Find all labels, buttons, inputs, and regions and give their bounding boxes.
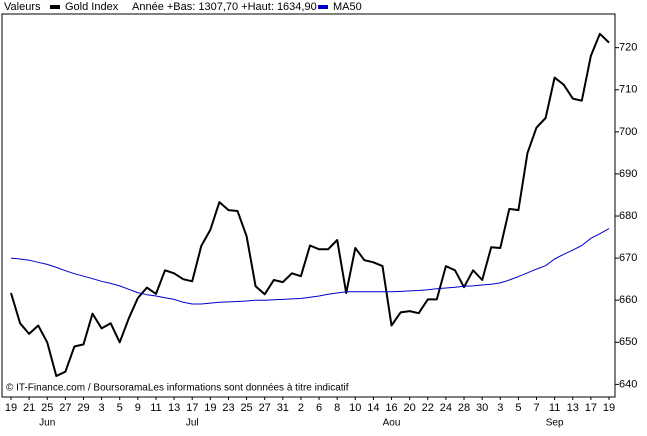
y-tick-label: 650 — [619, 336, 637, 348]
x-tick-label: 19 — [204, 402, 216, 414]
subtitle: Année +Bas: 1307,70 +Haut: 1634,90 — [132, 1, 317, 13]
x-tick-label: 8 — [334, 402, 340, 414]
x-tick-label: 28 — [458, 402, 470, 414]
x-tick-label: 20 — [404, 402, 416, 414]
x-tick-label: 29 — [77, 402, 89, 414]
x-tick-label: 24 — [440, 402, 452, 414]
x-tick-label: 27 — [259, 402, 271, 414]
x-tick-label: 14 — [367, 402, 379, 414]
x-tick-label: 17 — [585, 402, 597, 414]
x-tick-label: 7 — [533, 402, 539, 414]
y-tick-label: 640 — [619, 378, 637, 390]
x-tick-label: 17 — [186, 402, 198, 414]
x-tick-label: 31 — [277, 402, 289, 414]
y-tick-label: 710 — [619, 84, 637, 96]
month-label: Jul — [186, 418, 199, 429]
x-tick-label: 3 — [497, 402, 503, 414]
legend-label: MA50 — [333, 1, 362, 13]
x-tick-label: 5 — [117, 402, 123, 414]
month-label: Aou — [383, 418, 401, 429]
y-tick-label: 720 — [619, 42, 637, 54]
legend-swatch — [318, 5, 328, 9]
y-tick-label: 660 — [619, 294, 637, 306]
series-line — [10, 32, 610, 377]
x-tick-label: 25 — [240, 402, 252, 414]
x-tick-label: 9 — [135, 402, 141, 414]
x-tick-label: 11 — [549, 402, 560, 414]
y-tick-label: 700 — [619, 126, 637, 138]
x-tick-label: 10 — [349, 402, 361, 414]
month-label: Jun — [39, 418, 55, 429]
y-tick-label: 690 — [619, 168, 637, 180]
plot-frame — [1, 13, 616, 398]
x-tick-label: 19 — [5, 402, 17, 414]
x-tick-label: 3 — [99, 402, 105, 414]
x-tick-label: 27 — [59, 402, 71, 414]
x-tick-label: 13 — [567, 402, 579, 414]
y-tick-label: 670 — [619, 252, 637, 264]
x-tick-label: 21 — [23, 402, 35, 414]
footer: © IT-Finance.com / BoursoramaLes informa… — [6, 383, 349, 394]
legend-label: Gold Index — [65, 1, 119, 13]
x-tick-label: 25 — [41, 402, 53, 414]
header-label: Valeurs — [4, 1, 41, 13]
x-tick-label: 23 — [222, 402, 234, 414]
series-line — [10, 228, 610, 305]
x-tick-label: 30 — [476, 402, 488, 414]
x-tick-label: 13 — [168, 402, 180, 414]
y-tick-label: 680 — [619, 210, 637, 222]
x-tick-label: 2 — [298, 402, 304, 414]
x-tick-label: 16 — [385, 402, 397, 414]
legend-swatch — [50, 5, 60, 9]
month-label: Sep — [546, 418, 564, 429]
x-tick-label: 19 — [603, 402, 615, 414]
x-tick-label: 5 — [515, 402, 521, 414]
x-tick-label: 22 — [422, 402, 434, 414]
x-tick-label: 6 — [316, 402, 322, 414]
x-tick-label: 11 — [150, 402, 161, 414]
